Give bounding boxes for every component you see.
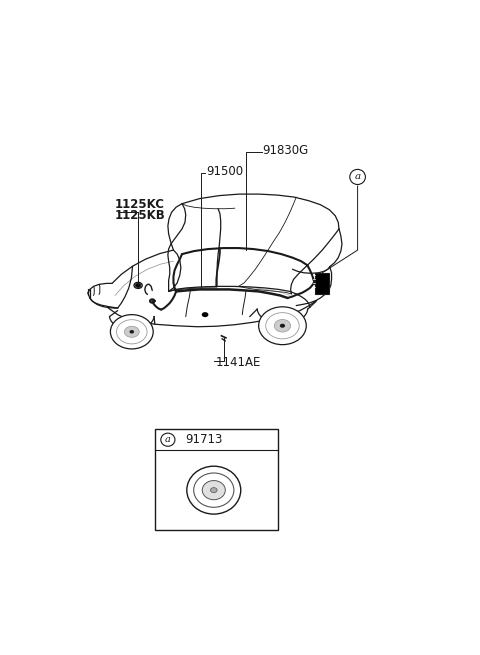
- Bar: [155, 429, 277, 530]
- Ellipse shape: [187, 466, 241, 514]
- Text: 91500: 91500: [206, 166, 243, 178]
- Ellipse shape: [259, 307, 306, 345]
- Text: 1125KB: 1125KB: [115, 210, 166, 222]
- Ellipse shape: [266, 312, 299, 339]
- Ellipse shape: [350, 170, 365, 185]
- Ellipse shape: [280, 324, 285, 328]
- Ellipse shape: [110, 314, 153, 349]
- Ellipse shape: [194, 473, 234, 507]
- FancyBboxPatch shape: [315, 272, 329, 294]
- Ellipse shape: [202, 312, 208, 317]
- Ellipse shape: [202, 481, 225, 500]
- Text: 91713: 91713: [185, 433, 223, 446]
- Text: 1141AE: 1141AE: [216, 356, 261, 369]
- Ellipse shape: [210, 487, 217, 493]
- Text: 91830G: 91830G: [263, 143, 309, 157]
- Ellipse shape: [135, 284, 141, 288]
- Ellipse shape: [130, 330, 134, 333]
- Text: a: a: [355, 172, 360, 181]
- Ellipse shape: [134, 282, 142, 288]
- Ellipse shape: [124, 326, 139, 337]
- Text: a: a: [165, 435, 171, 444]
- Text: 1125KC: 1125KC: [115, 198, 165, 211]
- Ellipse shape: [274, 320, 291, 332]
- Ellipse shape: [117, 320, 147, 344]
- Ellipse shape: [161, 433, 175, 446]
